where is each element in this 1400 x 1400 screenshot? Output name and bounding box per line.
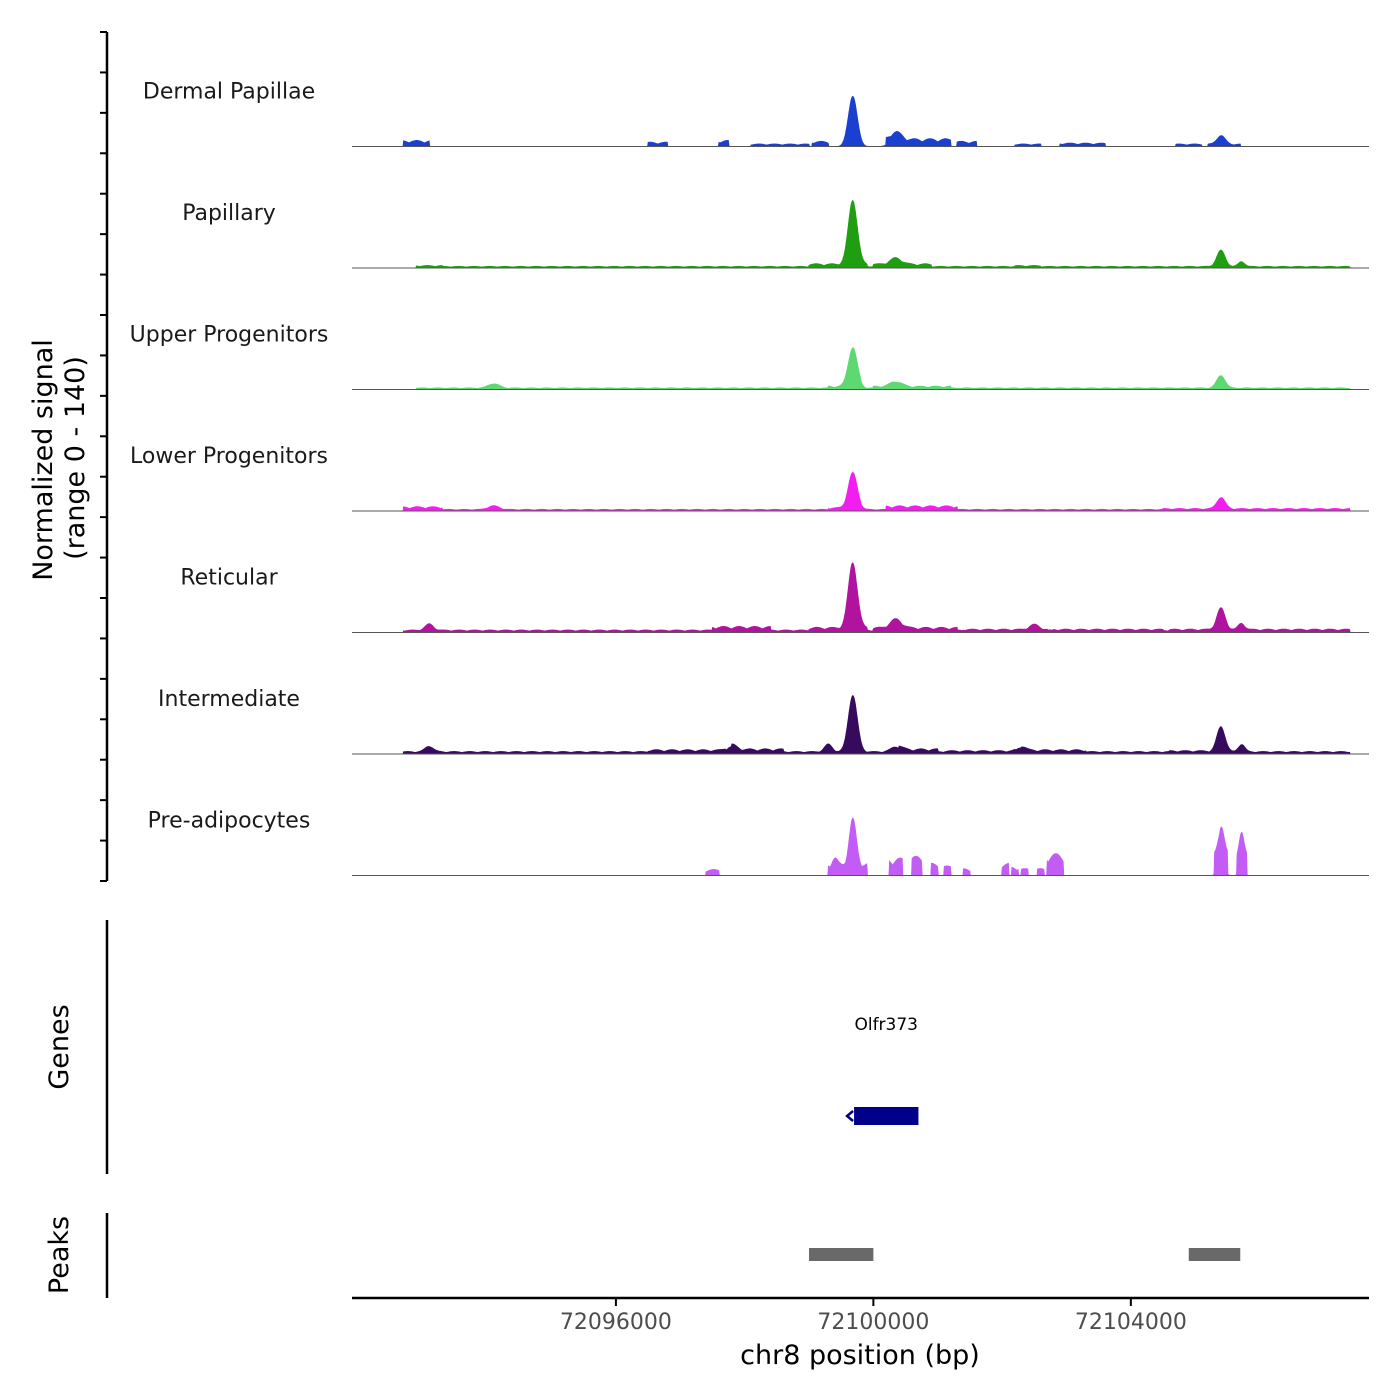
peak-region bbox=[809, 1248, 874, 1261]
x-tick-label: 72096000 bbox=[560, 1310, 672, 1335]
genes-panel-title: Genes bbox=[44, 1004, 75, 1089]
track-label: Intermediate bbox=[158, 687, 300, 712]
peak-region bbox=[1188, 1248, 1241, 1261]
track-upper-progenitors: Upper Progenitors bbox=[130, 323, 1369, 390]
track-label: Papillary bbox=[182, 201, 276, 226]
track-label: Lower Progenitors bbox=[130, 444, 328, 469]
gene-olfr373: Olfr373 bbox=[845, 1015, 919, 1125]
genes-track: Olfr373 bbox=[845, 1015, 919, 1125]
y-axis-title-line1: Normalized signal bbox=[28, 339, 59, 581]
coverage-area bbox=[358, 817, 1357, 876]
x-axis-ticks: 72096000 72100000 72104000 bbox=[560, 1298, 1187, 1335]
track-lower-progenitors: Lower Progenitors bbox=[130, 444, 1369, 512]
gene-label: Olfr373 bbox=[854, 1015, 918, 1035]
coverage-y-ticks bbox=[100, 31, 107, 882]
track-papillary: Papillary bbox=[182, 199, 1369, 269]
track-intermediate: Intermediate bbox=[158, 687, 1369, 755]
coverage-area bbox=[358, 199, 1357, 269]
track-dermal-papillae: Dermal Papillae bbox=[143, 80, 1369, 147]
coverage-area bbox=[358, 95, 1357, 147]
x-tick-label: 72100000 bbox=[817, 1310, 929, 1335]
coverage-area bbox=[358, 562, 1357, 633]
peaks-track bbox=[809, 1248, 1241, 1261]
x-tick-label: 72104000 bbox=[1075, 1310, 1187, 1335]
coverage-tracks: Dermal Papillae Papillary Upper Progenitor… bbox=[130, 80, 1369, 876]
track-pre-adipocytes: Pre-adipocytes bbox=[148, 809, 1369, 876]
strand-arrow-icon bbox=[845, 1110, 854, 1122]
track-label: Reticular bbox=[180, 566, 278, 591]
track-reticular: Reticular bbox=[180, 562, 1369, 633]
gene-body bbox=[854, 1107, 919, 1125]
track-label: Upper Progenitors bbox=[130, 323, 329, 348]
track-label: Dermal Papillae bbox=[143, 80, 315, 105]
coverage-area bbox=[358, 471, 1357, 512]
peaks-panel-title: Peaks bbox=[44, 1216, 75, 1294]
coverage-area bbox=[358, 347, 1357, 390]
y-axis-title-line2: (range 0 - 140) bbox=[60, 356, 91, 560]
coverage-area bbox=[358, 694, 1357, 755]
x-axis-title: chr8 position (bp) bbox=[740, 1340, 980, 1371]
track-label: Pre-adipocytes bbox=[148, 809, 311, 834]
